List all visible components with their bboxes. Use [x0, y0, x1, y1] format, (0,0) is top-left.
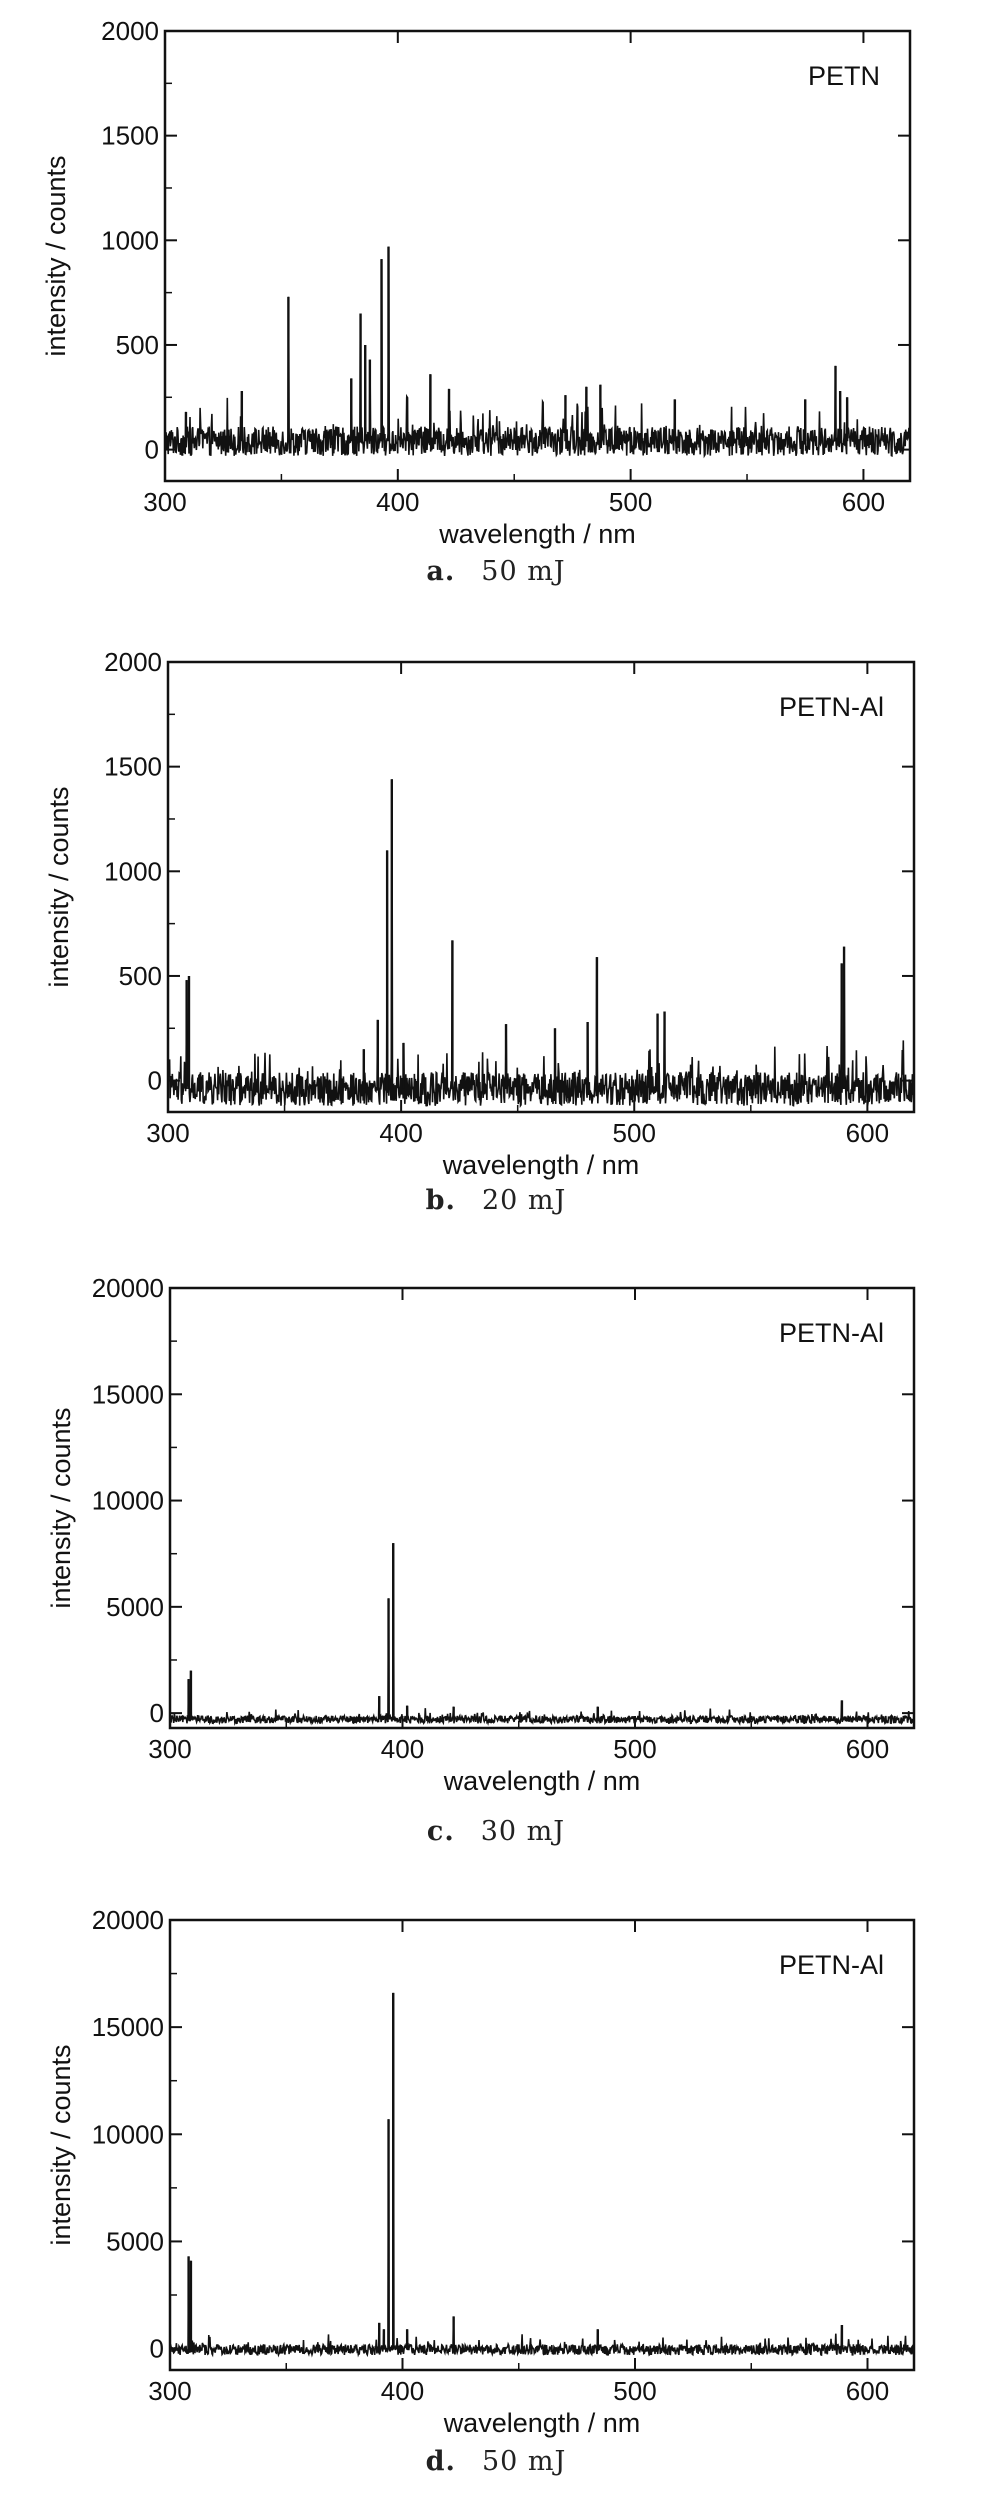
chart-panel-3: 300 400 500 600 0 5000 10000 15000 20000 waveleng… — [46, 1273, 916, 1796]
spectrum-series — [165, 246, 910, 459]
x-tick-label: 400 — [381, 1734, 424, 1764]
plot-frame — [168, 1286, 916, 1730]
x-tick-label: 400 — [376, 487, 419, 517]
x-tick-label: 300 — [148, 2376, 191, 2406]
panel-caption: d. 50 mJ — [0, 2446, 992, 2477]
x-axis-label: wavelength / nm — [442, 1150, 640, 1180]
y-tick-label: 5000 — [106, 2226, 164, 2256]
x-tick-label: 600 — [842, 487, 885, 517]
y-tick-label: 0 — [148, 1066, 162, 1096]
spectrum-series — [170, 1992, 914, 2358]
y-tick-label: 20000 — [92, 1905, 164, 1935]
x-axis-label: wavelength / nm — [443, 1766, 641, 1796]
y-tick-label: 5000 — [106, 1592, 164, 1622]
panel-caption: c. 30 mJ — [0, 1816, 992, 1847]
y-tick-label: 15000 — [92, 1379, 164, 1409]
y-tick-label: 1000 — [101, 225, 159, 255]
y-tick-label: 10000 — [92, 2119, 164, 2149]
x-tick-label: 300 — [143, 487, 186, 517]
y-tick-label: 500 — [116, 330, 159, 360]
chart-panel-2: 300 400 500 600 0 500 1000 1500 2000 wavelength /… — [44, 647, 916, 1180]
y-axis-label: intensity / counts — [46, 2044, 76, 2245]
plot-frame — [168, 1918, 916, 2372]
panel-caption-energy: 20 mJ — [481, 1185, 567, 1216]
x-tick-label: 300 — [148, 1734, 191, 1764]
y-tick-label: 1500 — [104, 752, 162, 782]
sample-annotation: PETN-Al — [779, 692, 884, 722]
x-tick-label: 500 — [609, 487, 652, 517]
panel-caption-energy: 50 mJ — [481, 556, 566, 587]
plot-frame — [163, 29, 912, 483]
x-tick-label: 400 — [381, 2376, 424, 2406]
x-tick-label: 600 — [846, 2376, 889, 2406]
x-axis-label: wavelength / nm — [443, 2408, 641, 2438]
x-tick-label: 600 — [846, 1734, 889, 1764]
y-axis-label: intensity / counts — [44, 786, 74, 987]
panel-caption: b. 20 mJ — [0, 1185, 992, 1216]
y-tick-label: 0 — [150, 2334, 164, 2364]
x-tick-label: 300 — [146, 1118, 189, 1148]
x-tick-label: 500 — [613, 1734, 656, 1764]
y-tick-label: 20000 — [92, 1273, 164, 1303]
panel-caption: a. 50 mJ — [0, 556, 992, 587]
y-tick-label: 2000 — [104, 647, 162, 677]
chart-panel-1: 300 400 500 600 0 500 1000 1500 2000 wavelength /… — [41, 16, 912, 549]
y-tick-label: 1500 — [101, 121, 159, 151]
spectrum-series — [170, 1543, 914, 1727]
plot-frame — [166, 660, 916, 1114]
panel-caption-letter: d. — [425, 2446, 456, 2477]
spectrum-series — [168, 779, 914, 1109]
y-tick-label: 10000 — [92, 1486, 164, 1516]
y-tick-label: 0 — [150, 1698, 164, 1728]
x-tick-label: 600 — [846, 1118, 889, 1148]
panel-caption-letter: c. — [426, 1816, 455, 1847]
x-tick-label: 400 — [379, 1118, 422, 1148]
panel-caption-letter: b. — [425, 1185, 456, 1216]
sample-annotation: PETN-Al — [779, 1950, 884, 1980]
y-tick-label: 1000 — [104, 856, 162, 886]
y-tick-label: 0 — [145, 435, 159, 465]
y-tick-label: 2000 — [101, 16, 159, 46]
panel-caption-energy: 50 mJ — [481, 2446, 567, 2477]
panel-caption-energy: 30 mJ — [480, 1816, 566, 1847]
y-axis-label: intensity / counts — [41, 155, 71, 356]
y-tick-label: 15000 — [92, 2012, 164, 2042]
panel-caption-letter: a. — [426, 556, 456, 587]
sample-annotation: PETN — [808, 61, 880, 91]
x-tick-label: 500 — [613, 1118, 656, 1148]
y-axis-label: intensity / counts — [46, 1407, 76, 1608]
x-axis-label: wavelength / nm — [438, 519, 636, 549]
chart-panel-4: 300 400 500 600 0 5000 10000 15000 20000 waveleng… — [46, 1905, 916, 2438]
x-tick-label: 500 — [613, 2376, 656, 2406]
y-tick-label: 500 — [119, 961, 162, 991]
sample-annotation: PETN-Al — [779, 1318, 884, 1348]
